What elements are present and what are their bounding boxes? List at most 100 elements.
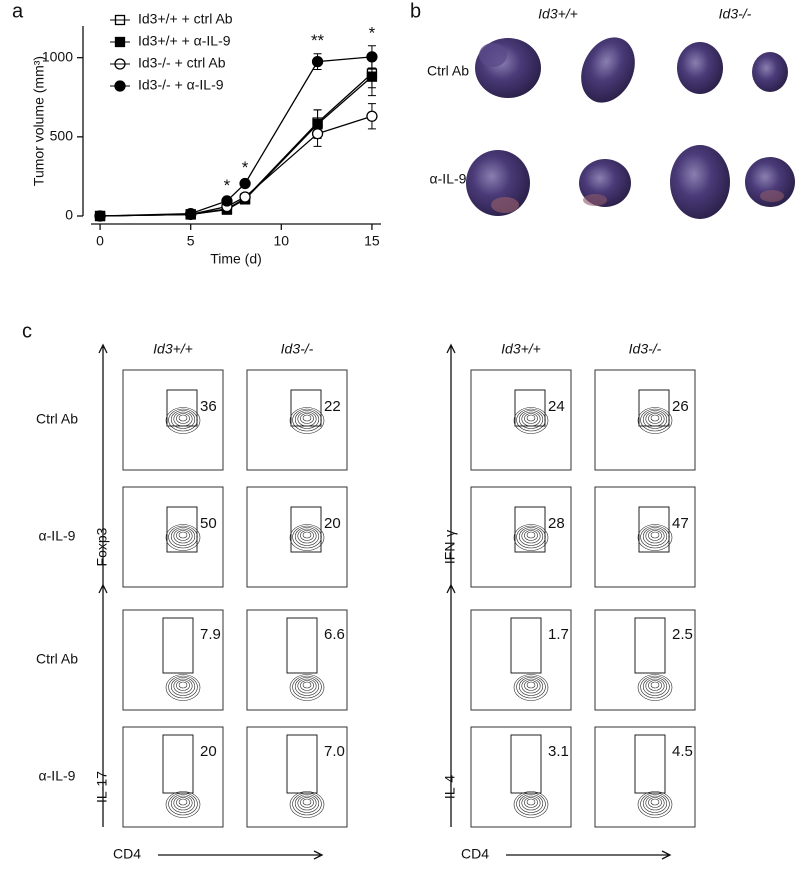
gate-percent: 1.7 [548, 626, 569, 643]
contour [642, 677, 668, 696]
plot-frame [470, 369, 572, 471]
x-axis-label: CD4 [461, 846, 489, 862]
contour [521, 795, 541, 811]
contour [642, 527, 668, 546]
gate-percent: 7.0 [324, 743, 345, 760]
x-arrow [506, 850, 672, 860]
contour [648, 680, 662, 691]
contour [645, 528, 665, 544]
gate-percent: 3.1 [548, 743, 569, 760]
contour [645, 678, 665, 694]
plot-frame [594, 726, 696, 828]
marker [366, 110, 378, 122]
gate [286, 617, 318, 674]
marker [185, 207, 197, 220]
gate [510, 734, 542, 794]
contour [642, 410, 668, 429]
plot-frame [470, 726, 572, 828]
contour [650, 798, 660, 806]
plot-frame [122, 609, 224, 711]
gate [290, 389, 322, 427]
contour [513, 524, 549, 551]
contour [650, 681, 660, 689]
gate-percent: 36 [200, 398, 217, 415]
contour [173, 528, 193, 544]
photo-column-label: Id3+/+ [538, 6, 578, 22]
y-tick-label: 1000 [42, 48, 73, 64]
plot-frame [122, 486, 224, 588]
contour [294, 677, 320, 696]
gate-percent: 47 [672, 515, 689, 532]
gate-percent: 28 [548, 515, 565, 532]
legend-label: Id3-/- + ctrl Ab [138, 55, 226, 71]
contour [170, 410, 196, 429]
contour [642, 794, 668, 813]
x-tick-label: 10 [274, 233, 290, 249]
photo-column-label: Id3-/- [719, 6, 752, 22]
x-axis-label: CD4 [113, 846, 141, 862]
series-line [100, 115, 373, 217]
y-axis-label: Tumor volume (mm³) [31, 56, 47, 186]
gate-percent: 20 [200, 743, 217, 760]
gate [634, 617, 666, 674]
gate-percent: 4.5 [672, 743, 693, 760]
marker [311, 55, 324, 68]
contour [637, 407, 673, 434]
flow-plot: 4.5 [594, 726, 696, 828]
significance: * [224, 176, 231, 195]
gate-percent: 2.5 [672, 626, 693, 643]
flow-plot: 6.6 [246, 609, 348, 711]
y-axis-label: Foxp3 [94, 527, 110, 566]
contour [176, 413, 190, 424]
contour [524, 797, 538, 808]
panel-label: b [410, 0, 421, 22]
series-line [100, 73, 373, 217]
marker [366, 71, 378, 82]
gate [510, 617, 542, 674]
contour [165, 674, 201, 701]
contour [300, 680, 314, 691]
contour [637, 674, 673, 701]
contour [173, 795, 193, 811]
gate-percent: 20 [324, 515, 341, 532]
photo-row-label: α-IL-9 [430, 171, 467, 187]
flow-plot: 47 [594, 486, 696, 588]
contour [516, 675, 546, 699]
legend-label: Id3-/- + α-IL-9 [138, 77, 224, 93]
flow-plot: 2.5 [594, 609, 696, 711]
row-label: Ctrl Ab [36, 411, 78, 427]
x-axis-label: Time (d) [210, 251, 262, 267]
contour [524, 413, 538, 424]
contour [521, 678, 541, 694]
contour [178, 414, 188, 422]
y-axis-label: IFN-γ [442, 530, 458, 564]
plot-frame [246, 369, 348, 471]
flow-plot: 24 [470, 369, 572, 471]
contour [173, 678, 193, 694]
x-tick-label: 0 [96, 233, 104, 249]
gate-percent: 6.6 [324, 626, 345, 643]
y-arrow [98, 343, 108, 587]
significance: ** [311, 31, 325, 50]
plot-frame [594, 486, 696, 588]
significance: * [242, 158, 249, 177]
gate [514, 389, 546, 427]
contour [648, 797, 662, 808]
y-arrow [446, 343, 456, 587]
marker [94, 210, 106, 222]
y-tick-label: 500 [50, 128, 74, 144]
contour [289, 407, 325, 434]
panel-label: a [12, 0, 24, 22]
flow-plot: 7.0 [246, 726, 348, 828]
contour [294, 527, 320, 546]
contour [297, 795, 317, 811]
plot-frame [470, 609, 572, 711]
flow-plot: 20 [246, 486, 348, 588]
contour [650, 531, 660, 539]
legend-label: Id3+/+ + ctrl Ab [138, 11, 233, 27]
contour [289, 674, 325, 701]
contour [178, 681, 188, 689]
legend-label: Id3+/+ + α-IL-9 [138, 33, 231, 49]
column-label: Id3-/- [629, 341, 662, 357]
marker [239, 191, 251, 203]
